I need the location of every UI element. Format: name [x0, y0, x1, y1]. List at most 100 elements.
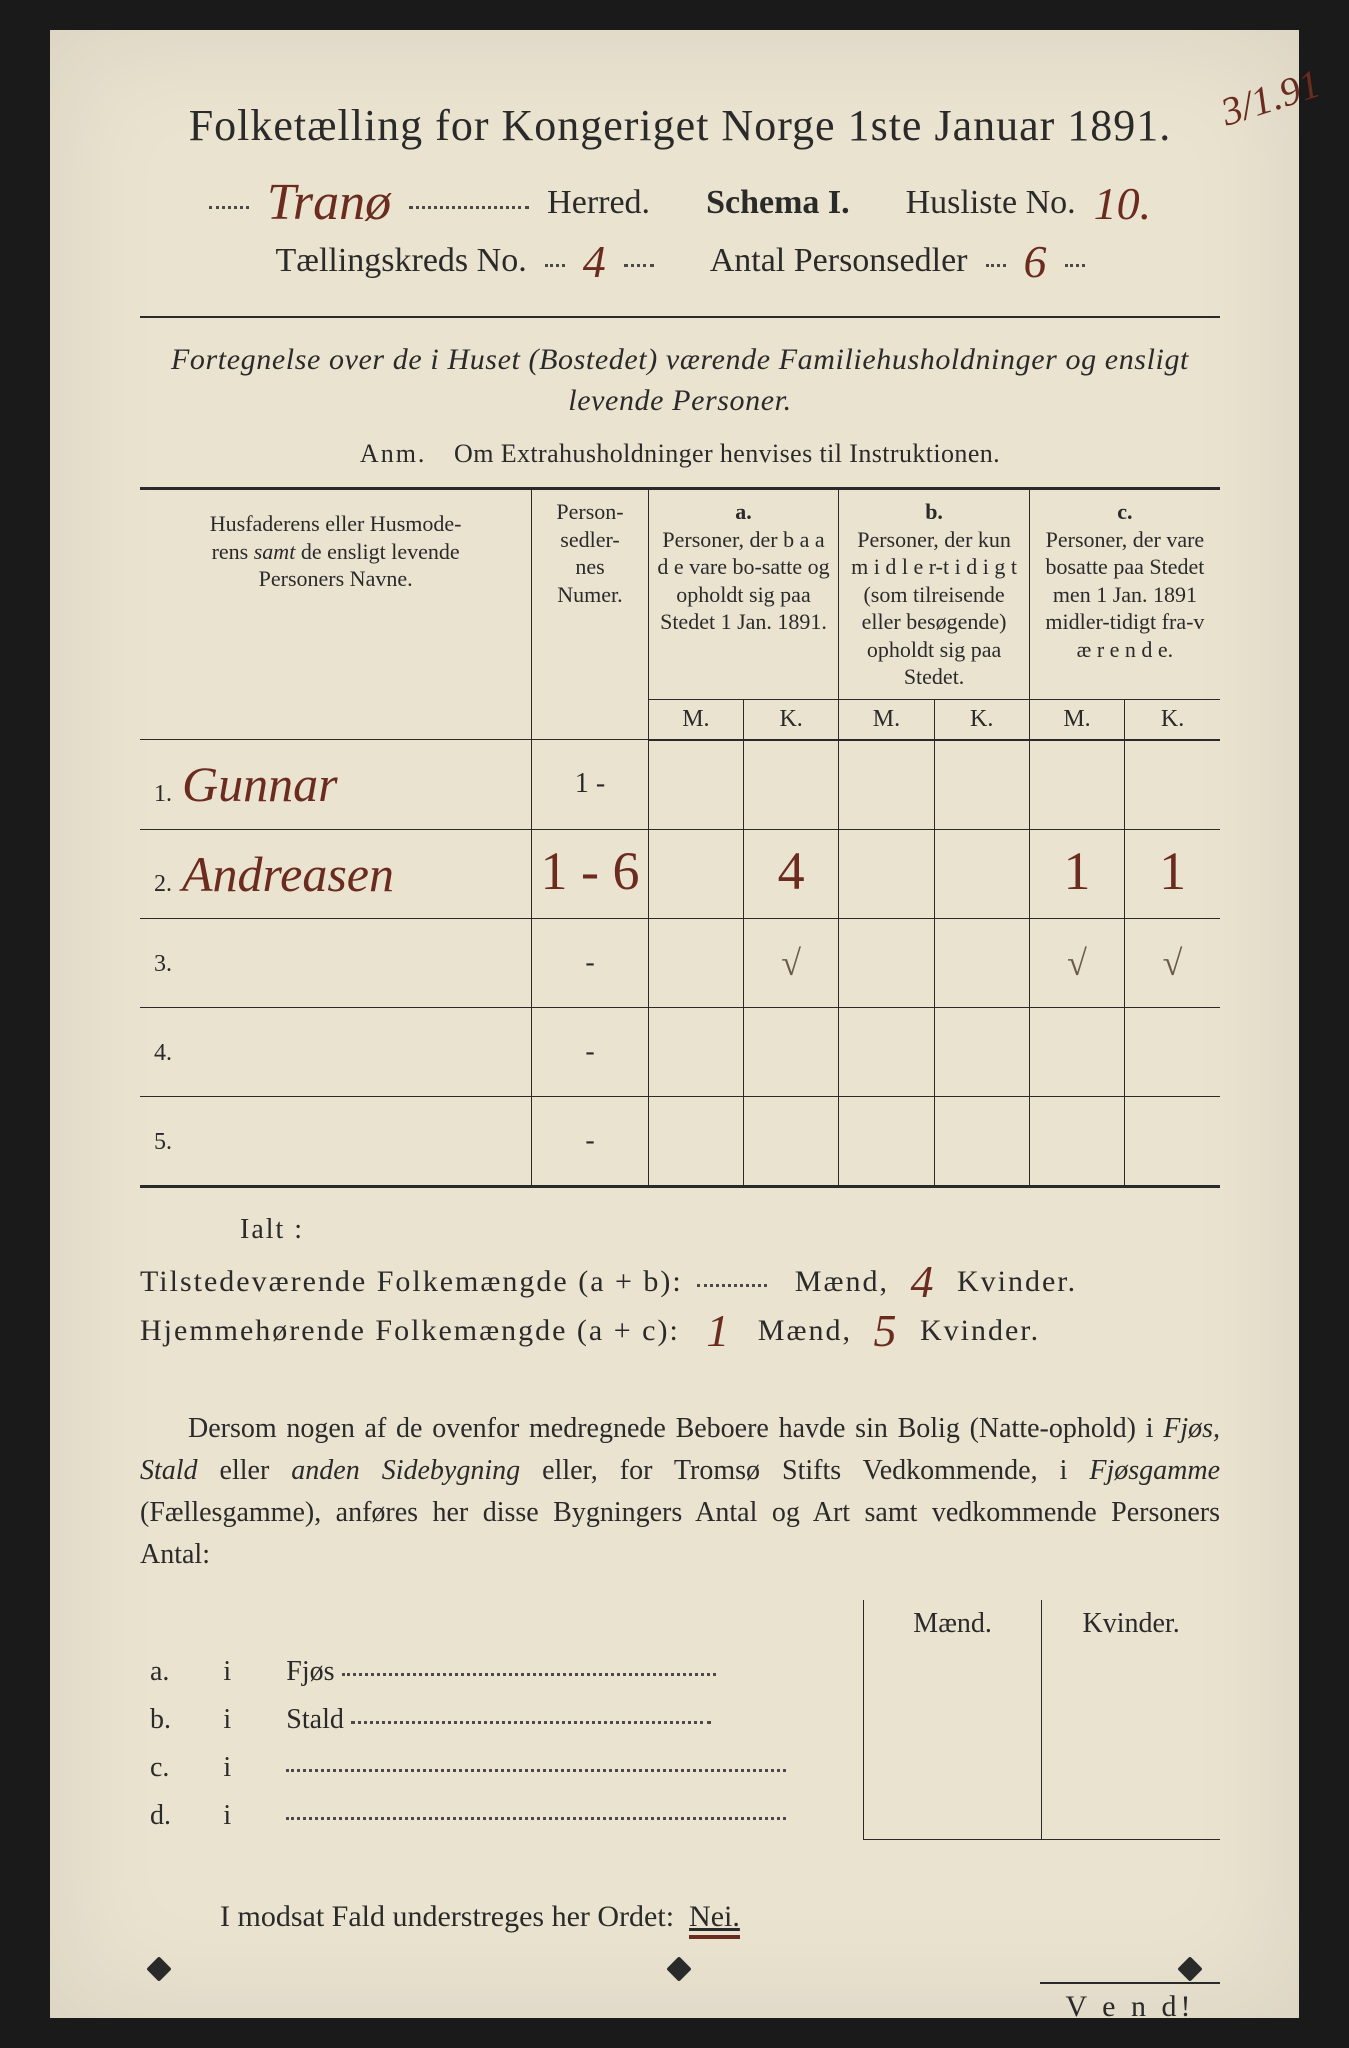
- sub-m: M.: [648, 699, 743, 740]
- table-row: 3.-√√√: [140, 918, 1220, 1007]
- table-cell: [1125, 1007, 1220, 1096]
- table-row: 4.-: [140, 1007, 1220, 1096]
- bldg-cell: [863, 1744, 1041, 1792]
- bldg-row: d.i: [140, 1792, 1220, 1840]
- sub-k: K.: [744, 699, 839, 740]
- fortegnelse-line2: levende Personer.: [568, 384, 791, 417]
- sum-ab-kvinder-label: Kvinder.: [957, 1265, 1077, 1299]
- table-cell: [839, 740, 934, 830]
- nei-word: Nei.: [689, 1900, 740, 1939]
- table-cell: 4.: [140, 1007, 532, 1096]
- sum-ac-maend-label: Mænd,: [758, 1314, 852, 1348]
- table-row: 2.Andreasen1 - 6411: [140, 829, 1220, 918]
- table-cell: [1029, 1007, 1124, 1096]
- main-table: Husfaderens eller Husmode- rens samt de …: [140, 487, 1220, 1188]
- table-cell: 3.: [140, 918, 532, 1007]
- sum-ac-kvinder-hw: 5: [866, 1315, 906, 1347]
- col-a-text: Personer, der b a a d e vare bo-satte og…: [657, 527, 829, 635]
- table-cell: [744, 1096, 839, 1186]
- bldg-cell: [1042, 1792, 1220, 1840]
- fortegnelse-line1: Fortegnelse over de i Huset (Bostedet) v…: [171, 343, 1189, 376]
- antal-label: Antal Personsedler: [710, 242, 968, 280]
- table-cell: √: [744, 918, 839, 1007]
- table-cell: [1125, 740, 1220, 830]
- bldg-cell: a.: [140, 1648, 213, 1696]
- sum-line-ab: Tilstedeværende Folkemængde (a + b): Mæn…: [140, 1260, 1220, 1299]
- table-cell: 2.Andreasen: [140, 829, 532, 918]
- bldg-row: a.iFjøs: [140, 1648, 1220, 1696]
- bldg-cell: [1042, 1648, 1220, 1696]
- page-title: Folketælling for Kongeriget Norge 1ste J…: [140, 100, 1220, 151]
- table-cell: 1.Gunnar: [140, 740, 532, 830]
- table-cell: [1029, 740, 1124, 830]
- bldg-row: c.i: [140, 1744, 1220, 1792]
- document-page: 3/1.91 Folketælling for Kongeriget Norge…: [50, 30, 1299, 2018]
- husliste-label: Husliste No.: [906, 184, 1076, 222]
- sub-k: K.: [934, 699, 1029, 740]
- col-names-l3: Personers Navne.: [259, 566, 413, 591]
- bldg-cell: d.: [140, 1792, 213, 1840]
- table-row: 5.-: [140, 1096, 1220, 1186]
- modsat-text: I modsat Fald understreges her Ordet:: [220, 1900, 674, 1933]
- content-area: Folketælling for Kongeriget Norge 1ste J…: [140, 90, 1220, 1934]
- vend-label: V e n d!: [1040, 1982, 1220, 2024]
- table-cell: -: [532, 918, 648, 1007]
- table-cell: [839, 1007, 934, 1096]
- sum-ac-kvinder-label: Kvinder.: [920, 1314, 1040, 1348]
- bldg-cell: [276, 1744, 863, 1792]
- table-cell: 1: [1125, 829, 1220, 918]
- sum-ac-maend-hw: 1: [694, 1315, 744, 1347]
- dot-fill: [1065, 264, 1085, 267]
- pin-mark: [1177, 1956, 1202, 1981]
- schema-label: Schema I.: [706, 184, 850, 222]
- table-cell: [1029, 1096, 1124, 1186]
- table-cell: [934, 1096, 1029, 1186]
- table-cell: [934, 918, 1029, 1007]
- bldg-kvinder-header: Kvinder.: [1042, 1600, 1220, 1648]
- pin-mark: [666, 1956, 691, 1981]
- bldg-row: b.iStald: [140, 1696, 1220, 1744]
- bldg-cell: [1042, 1696, 1220, 1744]
- bldg-maend-header: Mænd.: [863, 1600, 1041, 1648]
- col-c-text: Personer, der vare bosatte paa Stedet me…: [1045, 527, 1204, 662]
- table-cell: [934, 740, 1029, 830]
- table-cell: [839, 829, 934, 918]
- dot-fill: [624, 264, 654, 267]
- col-header-sedler: Person- sedler- nes Numer.: [532, 489, 648, 740]
- col-header-c: c. Personer, der vare bosatte paa Stedet…: [1029, 489, 1220, 700]
- table-cell: √: [1125, 918, 1220, 1007]
- pin-mark: [146, 1956, 171, 1981]
- col-names-l1: Husfaderens eller Husmode-: [210, 511, 462, 536]
- table-header-row: Husfaderens eller Husmode- rens samt de …: [140, 489, 1220, 700]
- bldg-cell: [276, 1792, 863, 1840]
- husliste-no-handwritten: 10.: [1094, 188, 1152, 220]
- table-cell: [648, 1096, 743, 1186]
- table-cell: [744, 740, 839, 830]
- table-cell: [839, 918, 934, 1007]
- modsat-line: I modsat Fald understreges her Ordet: Ne…: [140, 1900, 1220, 1934]
- anm-text: Om Extrahusholdninger henvises til Instr…: [454, 439, 1000, 468]
- table-cell: [744, 1007, 839, 1096]
- margin-date-handwritten: 3/1.91: [1218, 69, 1323, 127]
- header-line-3: Tællingskreds No. 4 Antal Personsedler 6: [140, 240, 1220, 280]
- sum-line-ac: Hjemmehørende Folkemængde (a + c): 1 Mæn…: [140, 1309, 1220, 1348]
- table-cell: 5.: [140, 1096, 532, 1186]
- table-cell: 1 -: [532, 740, 648, 830]
- table-cell: [648, 829, 743, 918]
- horizontal-rule: [140, 316, 1220, 318]
- table-cell: [1125, 1096, 1220, 1186]
- bldg-header: Mænd. Kvinder.: [140, 1600, 1220, 1648]
- col-header-names: Husfaderens eller Husmode- rens samt de …: [140, 489, 532, 740]
- bldg-cell: [863, 1648, 1041, 1696]
- table-cell: [648, 1007, 743, 1096]
- table-row: 1.Gunnar1 -: [140, 740, 1220, 830]
- sum-ab-kvinder-hw: 4: [903, 1266, 943, 1298]
- col-header-b: b. Personer, der kun m i d l e r-t i d i…: [839, 489, 1030, 700]
- bldg-cell: i: [213, 1792, 276, 1840]
- table-cell: [648, 740, 743, 830]
- kreds-no-handwritten: 4: [583, 246, 606, 278]
- dot-fill: [545, 264, 565, 267]
- table-cell: 1: [1029, 829, 1124, 918]
- bldg-cell: [863, 1792, 1041, 1840]
- sum-ab-maend-label: Mænd,: [795, 1265, 889, 1299]
